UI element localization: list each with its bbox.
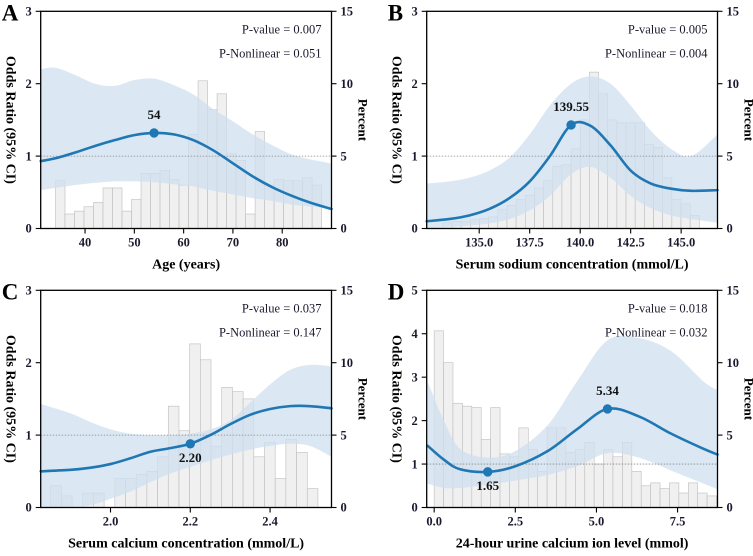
- svg-text:70: 70: [227, 236, 240, 250]
- svg-text:1.65: 1.65: [476, 478, 499, 493]
- svg-text:Serum calcium concentration (m: Serum calcium concentration (mmol/L): [68, 537, 304, 552]
- svg-text:5: 5: [341, 149, 347, 163]
- svg-text:2: 2: [25, 356, 31, 370]
- svg-text:54: 54: [148, 107, 162, 122]
- svg-text:2: 2: [411, 77, 417, 91]
- svg-text:0: 0: [341, 501, 347, 515]
- svg-text:40: 40: [79, 236, 92, 250]
- svg-text:7.5: 7.5: [670, 515, 686, 529]
- svg-text:2.5: 2.5: [507, 515, 523, 529]
- svg-text:P-Nonlinear = 0.051: P-Nonlinear = 0.051: [219, 46, 322, 60]
- svg-text:0: 0: [25, 501, 31, 515]
- svg-text:15: 15: [727, 5, 740, 19]
- svg-text:C: C: [2, 279, 19, 304]
- svg-text:1: 1: [411, 457, 417, 471]
- svg-text:15: 15: [727, 284, 740, 298]
- svg-text:5: 5: [411, 284, 417, 298]
- svg-text:0.0: 0.0: [426, 515, 442, 529]
- svg-text:5: 5: [341, 428, 347, 442]
- svg-text:P-value = 0.007: P-value = 0.007: [242, 22, 322, 36]
- svg-text:Odds Ratio (95% CI): Odds Ratio (95% CI): [3, 56, 18, 184]
- svg-text:Percent: Percent: [742, 99, 753, 142]
- svg-text:2.4: 2.4: [262, 515, 278, 529]
- svg-text:5.34: 5.34: [596, 383, 619, 398]
- svg-text:1: 1: [25, 149, 31, 163]
- svg-text:Percent: Percent: [356, 99, 371, 142]
- svg-text:142.5: 142.5: [617, 236, 645, 250]
- svg-text:140.0: 140.0: [566, 236, 594, 250]
- svg-text:1: 1: [411, 149, 417, 163]
- svg-text:P-Nonlinear = 0.032: P-Nonlinear = 0.032: [605, 325, 708, 339]
- svg-text:3: 3: [25, 5, 31, 19]
- svg-text:Percent: Percent: [356, 378, 371, 421]
- svg-text:2.20: 2.20: [179, 450, 202, 465]
- svg-text:Odds Ratio (95% CI): Odds Ratio (95% CI): [389, 56, 404, 184]
- svg-text:15: 15: [341, 284, 354, 298]
- svg-text:3: 3: [411, 370, 417, 384]
- svg-text:0: 0: [727, 501, 733, 515]
- svg-text:10: 10: [727, 77, 740, 91]
- svg-text:0: 0: [411, 501, 417, 515]
- svg-text:0: 0: [25, 222, 31, 236]
- svg-text:0: 0: [411, 222, 417, 236]
- svg-text:2.0: 2.0: [103, 515, 119, 529]
- svg-text:2: 2: [25, 77, 31, 91]
- svg-text:P-value = 0.005: P-value = 0.005: [628, 22, 708, 36]
- svg-text:Age (years): Age (years): [152, 258, 220, 273]
- svg-text:10: 10: [341, 356, 354, 370]
- svg-text:P-Nonlinear = 0.004: P-Nonlinear = 0.004: [605, 46, 708, 60]
- svg-text:Serum sodium concentration (mm: Serum sodium concentration (mmol/L): [456, 258, 689, 273]
- svg-text:4: 4: [411, 327, 418, 341]
- svg-text:80: 80: [276, 236, 289, 250]
- svg-text:50: 50: [128, 236, 141, 250]
- svg-text:5: 5: [727, 428, 733, 442]
- svg-text:10: 10: [341, 77, 354, 91]
- svg-text:137.5: 137.5: [516, 236, 544, 250]
- svg-text:P-Nonlinear = 0.147: P-Nonlinear = 0.147: [219, 325, 322, 339]
- svg-text:15: 15: [341, 5, 354, 19]
- svg-text:B: B: [388, 0, 403, 25]
- svg-text:A: A: [2, 0, 19, 25]
- svg-text:Odds Ratio (95% CI): Odds Ratio (95% CI): [389, 335, 404, 463]
- svg-text:5: 5: [727, 149, 733, 163]
- svg-text:135.0: 135.0: [465, 236, 493, 250]
- svg-text:P-value = 0.018: P-value = 0.018: [628, 301, 708, 315]
- svg-text:3: 3: [411, 5, 417, 19]
- svg-text:Percent: Percent: [742, 378, 753, 421]
- svg-text:0: 0: [341, 222, 347, 236]
- svg-text:2.2: 2.2: [182, 515, 198, 529]
- svg-text:0: 0: [727, 222, 733, 236]
- svg-text:D: D: [388, 279, 405, 304]
- svg-text:145.0: 145.0: [667, 236, 695, 250]
- svg-text:60: 60: [177, 236, 190, 250]
- svg-text:2: 2: [411, 414, 417, 428]
- svg-text:P-value = 0.037: P-value = 0.037: [242, 301, 322, 315]
- svg-text:10: 10: [727, 356, 740, 370]
- svg-text:1: 1: [25, 428, 31, 442]
- svg-text:24-hour urine calcium ion leve: 24-hour urine calcium ion level (mmol): [456, 537, 689, 552]
- svg-text:3: 3: [25, 284, 31, 298]
- svg-text:5.0: 5.0: [589, 515, 605, 529]
- svg-text:139.55: 139.55: [553, 99, 589, 114]
- svg-text:Odds Ratio (95% CI): Odds Ratio (95% CI): [3, 335, 18, 463]
